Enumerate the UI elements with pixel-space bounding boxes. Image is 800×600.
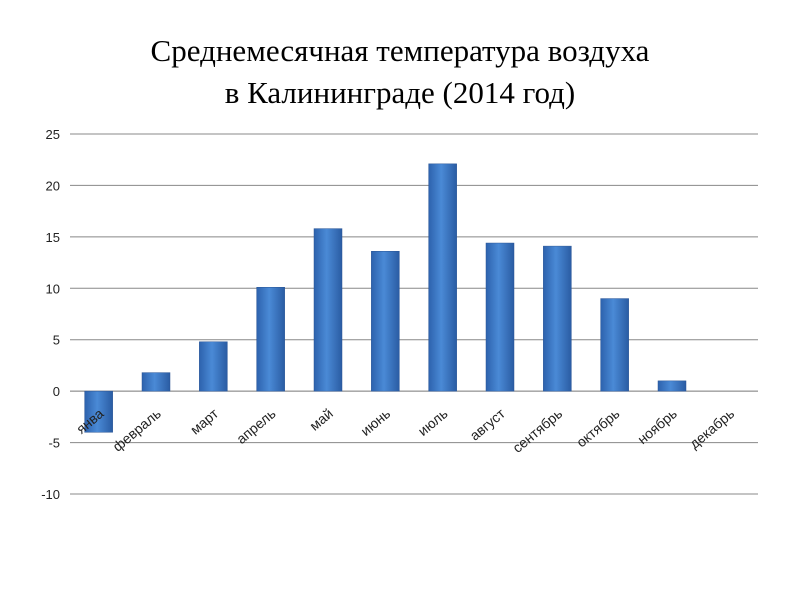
bar-март xyxy=(199,341,228,392)
x-tick-label: декабрь xyxy=(686,405,737,452)
x-tick-label: июнь xyxy=(357,405,393,439)
bar-ноябрь xyxy=(657,380,687,392)
x-tick-label: октябрь xyxy=(573,405,622,450)
bar-октябрь xyxy=(600,298,629,392)
x-tick-label: ноябрь xyxy=(634,405,680,447)
chart-title-line-2: в Калининграде (2014 год) xyxy=(224,75,576,110)
x-tick-label: август xyxy=(467,405,509,444)
bar-июль xyxy=(428,163,457,392)
x-tick-label: май xyxy=(306,405,336,433)
bar-июнь xyxy=(371,251,400,392)
bar-январь xyxy=(84,390,113,433)
y-tick-label: 25 xyxy=(46,127,60,142)
y-tick-label: 0 xyxy=(53,384,60,399)
x-tick-label: февраль xyxy=(109,405,164,454)
bar-февраль xyxy=(141,372,171,392)
bar-сентябрь xyxy=(543,245,572,392)
y-tick-label: 15 xyxy=(46,230,60,245)
chart-title-line-1: Среднемесячная температура воздуха xyxy=(150,33,650,68)
x-tick-label: апрель xyxy=(233,405,278,447)
y-tick-label: 10 xyxy=(46,281,60,296)
y-tick-label: 5 xyxy=(53,333,60,348)
bar-май xyxy=(313,228,343,392)
chart-title: Среднемесячная температура воздуха в Кал… xyxy=(0,30,800,114)
bar-август xyxy=(485,242,515,392)
y-tick-label: -10 xyxy=(41,487,60,502)
x-tick-label: июль xyxy=(415,405,451,439)
x-tick-label: сентябрь xyxy=(509,405,565,456)
bar-апрель xyxy=(256,287,285,392)
x-tick-label: март xyxy=(187,405,222,438)
y-tick-label: -5 xyxy=(48,436,60,451)
y-tick-label: 20 xyxy=(46,178,60,193)
